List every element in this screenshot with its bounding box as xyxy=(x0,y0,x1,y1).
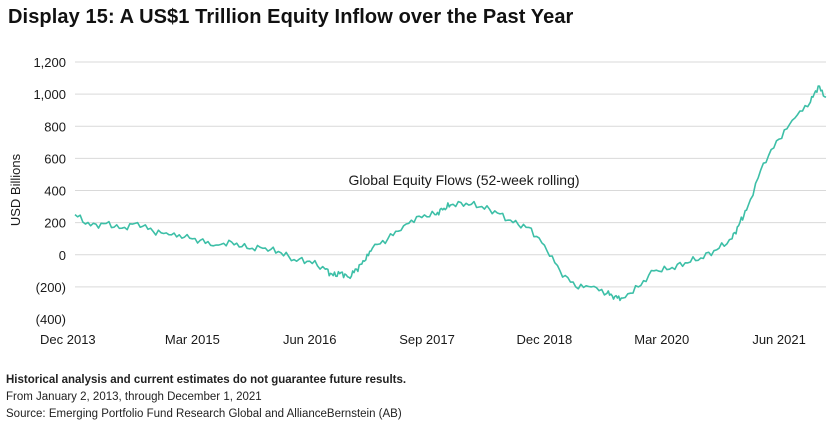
x-tick-label: Jun 2016 xyxy=(283,332,337,347)
x-tick-label: Mar 2015 xyxy=(165,332,220,347)
gridlines xyxy=(75,61,826,288)
y-tick-label: 400 xyxy=(44,184,66,199)
period-note: From January 2, 2013, through December 1… xyxy=(6,391,262,403)
y-tick-label: 1,000 xyxy=(33,87,66,102)
y-tick-label: 200 xyxy=(44,216,66,231)
x-tick-label: Sep 2017 xyxy=(399,332,455,347)
x-tick-label: Dec 2013 xyxy=(40,332,96,347)
y-tick-label: (200) xyxy=(36,280,66,295)
y-tick-label: (400) xyxy=(36,312,66,327)
y-axis-label: USD Billions xyxy=(8,153,23,226)
x-tick-label: Jun 2021 xyxy=(752,332,806,347)
x-tick-label: Dec 2018 xyxy=(517,332,573,347)
y-tick-label: 1,200 xyxy=(33,55,66,70)
page-title: Display 15: A US$1 Trillion Equity Inflo… xyxy=(8,6,574,28)
line-chart: (400) (200) 0 200 400 600 800 1,000 1,200 Dec 20… xyxy=(8,55,827,347)
series-annotation: Global Equity Flows (52-week rolling) xyxy=(348,172,579,188)
y-axis-ticks: (400) (200) 0 200 400 600 800 1,000 1,200 xyxy=(33,55,66,327)
series-line-global-equity-flows xyxy=(74,85,827,302)
y-tick-label: 600 xyxy=(44,151,66,166)
footnotes: Historical analysis and current estimate… xyxy=(6,372,406,423)
x-tick-label: Mar 2020 xyxy=(634,332,689,347)
disclaimer-note: Historical analysis and current estimate… xyxy=(6,374,407,386)
source-note: Source: Emerging Portfolio Fund Research… xyxy=(6,408,402,420)
y-tick-label: 0 xyxy=(59,248,66,263)
x-axis-ticks: Dec 2013 Mar 2015 Jun 2016 Sep 2017 Dec 2018… xyxy=(40,332,806,347)
y-tick-label: 800 xyxy=(44,119,66,134)
